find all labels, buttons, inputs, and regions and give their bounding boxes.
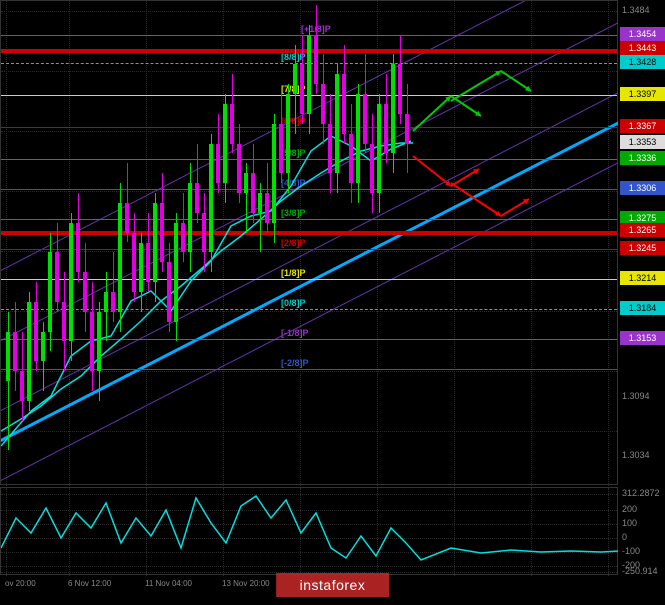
level-label: [4/8]P [281, 178, 306, 188]
indicator-tick: 200 [620, 504, 665, 514]
price-level-label: 1.3397 [620, 87, 665, 101]
level-label: [0/8]P [281, 298, 306, 308]
level-label: [1/8]P [281, 268, 306, 278]
indicator-axis: 312.28722001000-100-200-250.914 [618, 487, 665, 575]
level-label: [-1/8]P [281, 328, 309, 338]
price-axis: 1.3484 1.3094 1.3034 1.34541.34431.3428 1.33… [618, 0, 665, 485]
price-level-label: 1.3428 [620, 55, 665, 69]
price-level-label: 1.3336 [620, 151, 665, 165]
main-price-panel[interactable]: [+1/8]P[8/8]P[7/8]P[6/8]P[5/8]P[4/8]P[3/… [0, 0, 618, 485]
price-level-label: 1.3443 [620, 41, 665, 55]
price-level-label: 1.3306 [620, 181, 665, 195]
indicator-panel[interactable] [0, 487, 618, 575]
indicator-line [1, 488, 619, 576]
price-level-label: 1.3245 [620, 241, 665, 255]
indicator-tick: 0 [620, 532, 665, 542]
indicator-tick: 100 [620, 518, 665, 528]
price-level-label: 1.3353 [620, 135, 665, 149]
price-level-label: 1.3214 [620, 271, 665, 285]
indicator-tick: -250.914 [620, 566, 665, 576]
price-tick: 1.3034 [620, 450, 665, 460]
price-level-label: 1.3367 [620, 119, 665, 133]
time-tick: 11 Nov 04:00 [145, 579, 192, 588]
time-tick: 13 Nov 20:00 [222, 579, 270, 588]
price-tick: 1.3484 [620, 5, 665, 15]
indicator-tick: -100 [620, 546, 665, 556]
price-tick: 1.3094 [620, 391, 665, 401]
level-label: [5/8]P [281, 148, 306, 158]
watermark: instaforex [276, 573, 390, 597]
level-label: [2/8]P [281, 238, 306, 248]
price-level-label: 1.3454 [620, 27, 665, 41]
time-tick: ov 20:00 [5, 579, 36, 588]
indicator-tick: 312.2872 [620, 488, 665, 498]
price-level-label: 1.3265 [620, 223, 665, 237]
time-tick: 6 Nov 12:00 [68, 579, 111, 588]
price-level-label: 1.3153 [620, 331, 665, 345]
level-label: [-2/8]P [281, 358, 309, 368]
level-label: [3/8]P [281, 208, 306, 218]
price-level-label: 1.3184 [620, 301, 665, 315]
forex-chart: [+1/8]P[8/8]P[7/8]P[6/8]P[5/8]P[4/8]P[3/… [0, 0, 665, 605]
